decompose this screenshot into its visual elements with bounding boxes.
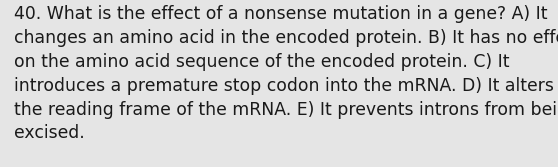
Text: 40. What is the effect of a nonsense mutation in a gene? A) It
changes an amino : 40. What is the effect of a nonsense mut… xyxy=(14,5,558,142)
